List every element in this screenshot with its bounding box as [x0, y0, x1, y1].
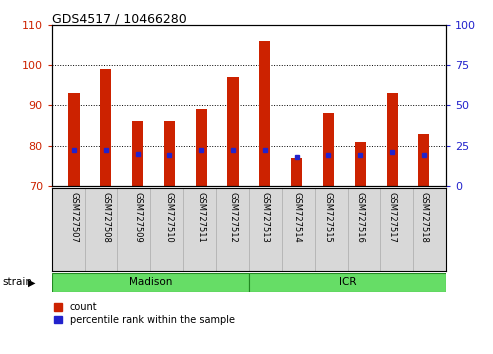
Text: GSM727510: GSM727510	[165, 192, 174, 242]
Text: GDS4517 / 10466280: GDS4517 / 10466280	[52, 12, 186, 25]
Bar	[164, 121, 175, 186]
Text: GSM727512: GSM727512	[229, 192, 238, 242]
Text: Madison: Madison	[129, 277, 172, 287]
Text: GSM727507: GSM727507	[70, 192, 78, 242]
Text: GSM727513: GSM727513	[260, 192, 269, 242]
Bar	[69, 93, 79, 186]
Bar	[100, 69, 111, 186]
Text: GSM727511: GSM727511	[197, 192, 206, 242]
Text: GSM727508: GSM727508	[102, 192, 110, 242]
Bar	[196, 109, 207, 186]
Text: GSM727518: GSM727518	[420, 192, 428, 242]
Bar	[52, 273, 249, 292]
Text: GSM727514: GSM727514	[292, 192, 301, 242]
Bar	[291, 158, 302, 186]
Bar	[132, 121, 143, 186]
Bar	[419, 133, 429, 186]
Text: GSM727509: GSM727509	[133, 192, 142, 242]
Text: GSM727515: GSM727515	[324, 192, 333, 242]
Text: ▶: ▶	[28, 277, 35, 287]
Bar	[259, 41, 271, 186]
Bar	[387, 93, 398, 186]
Legend: count, percentile rank within the sample: count, percentile rank within the sample	[54, 302, 235, 325]
Text: ICR: ICR	[339, 277, 356, 287]
Bar	[323, 113, 334, 186]
Bar	[355, 142, 366, 186]
Text: strain: strain	[2, 277, 33, 287]
Text: GSM727516: GSM727516	[356, 192, 365, 242]
Bar	[227, 77, 239, 186]
Text: GSM727517: GSM727517	[387, 192, 396, 242]
Bar	[249, 273, 446, 292]
